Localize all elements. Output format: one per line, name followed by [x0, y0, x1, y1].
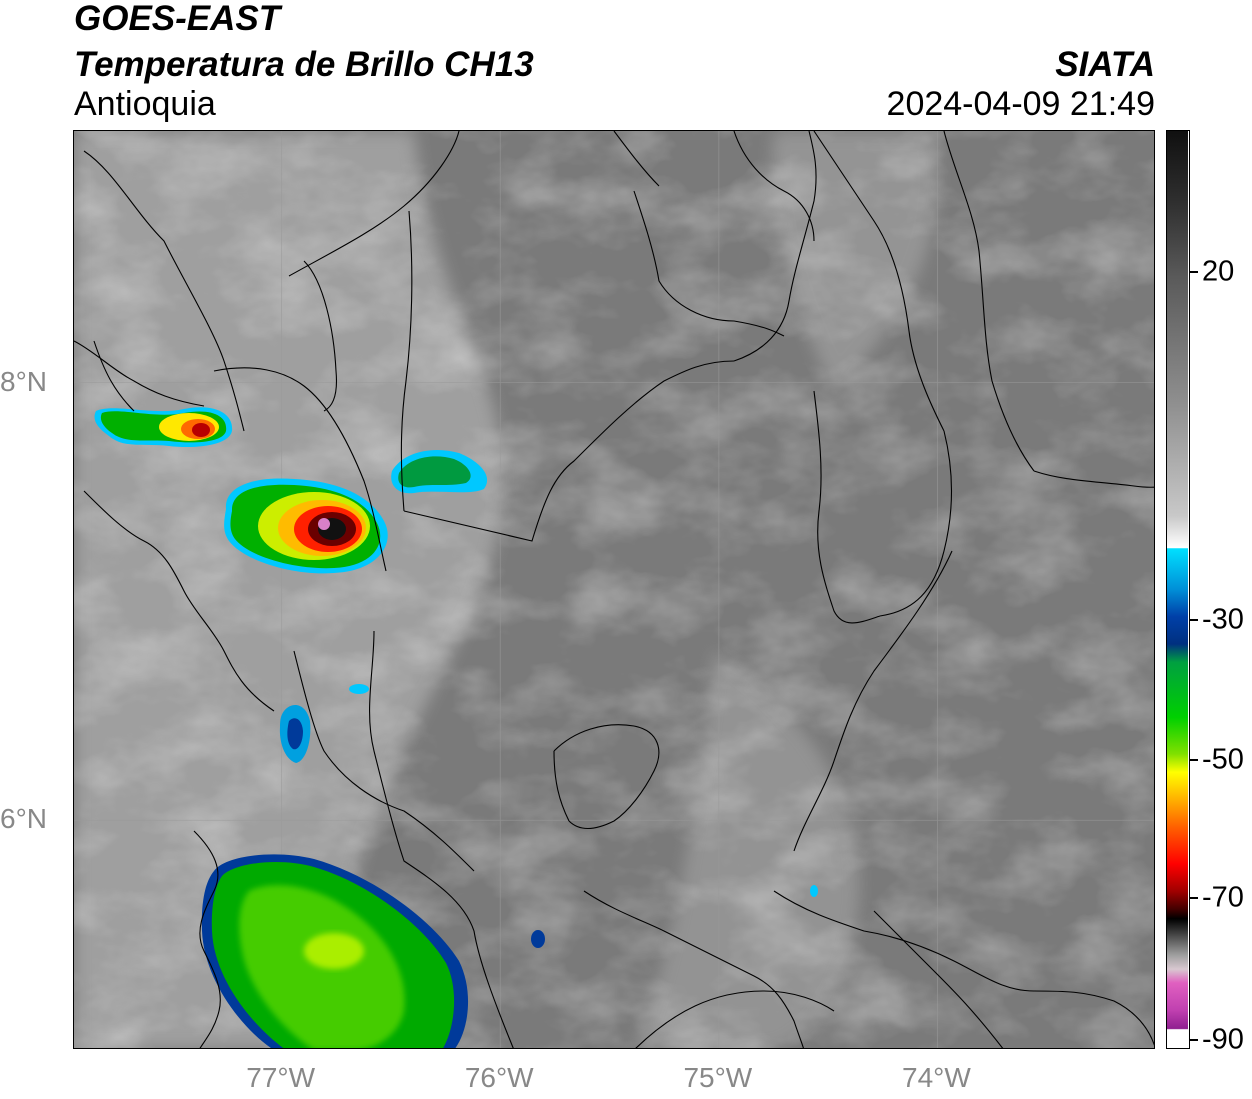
lon-tick-label: 75°W — [683, 1062, 753, 1093]
lon-tick-label: 74°W — [902, 1062, 971, 1093]
colorbar-tick-label: -70 — [1202, 881, 1244, 914]
storm-cell-central — [224, 478, 388, 574]
lat-tick-label: 8°N — [0, 365, 47, 397]
temperature-colorbar — [1166, 130, 1190, 1049]
storm-cell-north-central — [391, 450, 488, 494]
map-borders — [74, 131, 1154, 1048]
lon-tick-label: 76°W — [464, 1062, 534, 1093]
timestamp-label: 2024-04-09 21:49 — [886, 85, 1155, 123]
colorbar-tick-label: -90 — [1202, 1023, 1244, 1056]
storm-cell-small — [279, 684, 818, 948]
colorbar-gradient — [1167, 131, 1188, 1047]
colorbar-tick-label: -50 — [1202, 743, 1244, 776]
organization-label: SIATA — [1055, 45, 1155, 84]
map-canvas — [74, 131, 1154, 1048]
colorbar-tick-label: 20 — [1202, 255, 1235, 288]
lat-tick-label: 6°N — [0, 803, 47, 835]
storm-cell-south — [201, 854, 469, 1048]
colorbar-tick — [1190, 897, 1198, 899]
map-gridlines — [74, 131, 1154, 1048]
colorbar-tick — [1190, 1039, 1198, 1041]
title-satellite: GOES-EAST — [74, 0, 281, 38]
satellite-map — [73, 130, 1155, 1049]
colorbar-tick — [1190, 619, 1198, 621]
lon-tick-label: 77°W — [246, 1062, 316, 1093]
storm-cell-northwest — [94, 407, 233, 448]
colorbar-canvas — [1167, 131, 1188, 1047]
colorbar-tick — [1190, 759, 1198, 761]
colorbar-tick — [1190, 271, 1198, 273]
title-product: Temperatura de Brillo CH13 — [74, 45, 534, 84]
colorbar-tick-label: -30 — [1202, 603, 1244, 636]
region-label: Antioquia — [74, 85, 216, 123]
